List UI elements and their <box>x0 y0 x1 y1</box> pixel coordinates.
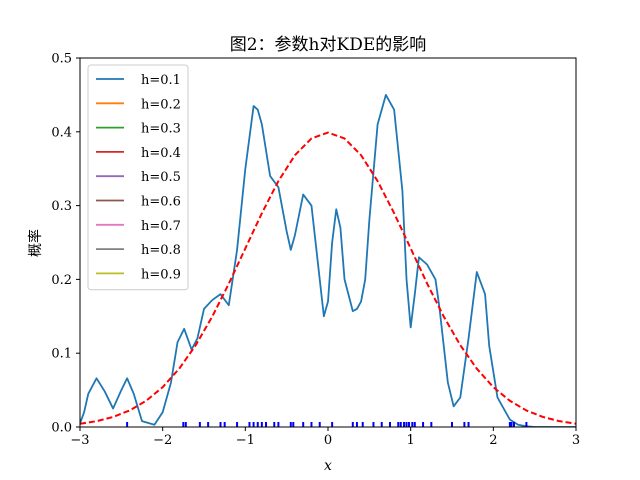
legend-label-1: h=0.2 <box>141 97 181 112</box>
x-tick-label-1: −2 <box>153 433 172 448</box>
y-tick-label-3: 0.3 <box>51 199 72 214</box>
y-tick-label-5: 0.5 <box>51 52 72 67</box>
legend-label-0: h=0.1 <box>141 73 181 88</box>
legend-label-3: h=0.4 <box>141 146 181 161</box>
y-tick-label-0: 0.0 <box>51 421 72 436</box>
plot-area <box>79 57 577 428</box>
legend: h=0.1 h=0.2 h=0.3 h=0.4 h=0.5 h=0.6 h=0.7 h=0.8… <box>87 64 189 291</box>
x-tick-label-2: −1 <box>236 433 255 448</box>
x-tick-label-3: 0 <box>324 433 332 448</box>
legend-label-5: h=0.6 <box>141 195 181 210</box>
y-tick-label-2: 0.2 <box>51 273 72 288</box>
legend-label-2: h=0.3 <box>141 122 181 137</box>
x-tick-label-0: −3 <box>70 433 89 448</box>
axis-ticks: −3 −2 −1 0 1 2 3 0.0 0.1 0.2 0.3 0.4 0.5 <box>51 52 580 449</box>
y-tick-label-4: 0.4 <box>51 125 72 140</box>
y-axis-label: 概率 <box>27 229 44 257</box>
x-tick-label-5: 2 <box>489 433 497 448</box>
reference-curve-line <box>80 131 576 425</box>
chart-title: 图2：参数h对KDE的影响 <box>230 35 427 55</box>
x-axis-label: x <box>324 458 332 474</box>
legend-label-7: h=0.8 <box>141 243 181 258</box>
legend-label-8: h=0.9 <box>141 267 181 282</box>
legend-box <box>87 64 189 291</box>
series-line-0 <box>80 94 576 427</box>
x-tick-label-6: 3 <box>572 433 580 448</box>
x-tick-label-4: 1 <box>407 433 415 448</box>
legend-label-4: h=0.5 <box>141 170 181 185</box>
y-tick-label-1: 0.1 <box>51 347 72 362</box>
legend-label-6: h=0.7 <box>141 219 181 234</box>
